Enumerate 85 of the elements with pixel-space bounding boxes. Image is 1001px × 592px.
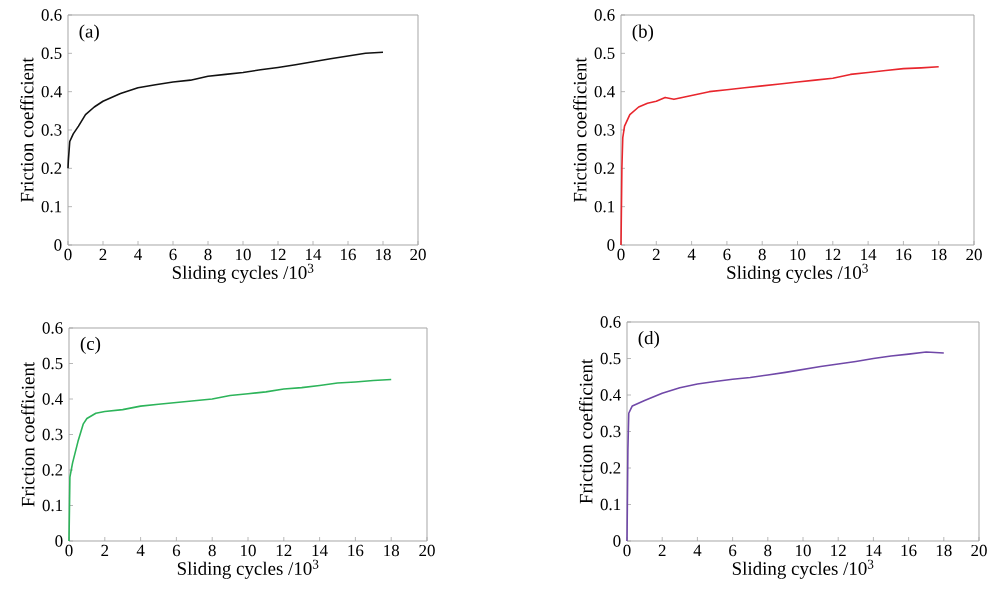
x-tick-label: 8 <box>204 248 212 261</box>
x-tick-label: 2 <box>101 544 109 557</box>
x-tick-label: 4 <box>687 248 696 260</box>
y-axis-title: Friction coefficient <box>572 57 587 203</box>
x-tick-label: 10 <box>241 544 256 557</box>
x-tick-label: 12 <box>825 248 841 261</box>
y-tick-label: 0.1 <box>594 200 615 213</box>
y-tick-label: 0.5 <box>600 352 621 365</box>
x-tick-label: 16 <box>348 544 364 557</box>
x-tick-label: 0 <box>623 544 631 557</box>
line-series <box>68 378 392 542</box>
x-tick-label: 12 <box>831 544 846 557</box>
y-axis-title: Friction coefficient <box>19 57 34 203</box>
x-tick-label: 20 <box>966 248 982 261</box>
y-tick-label: 0.5 <box>42 357 63 370</box>
chart-title: (a) <box>79 24 99 42</box>
x-tick-label: 2 <box>99 248 107 261</box>
y-tick-label: 0.2 <box>594 162 615 175</box>
x-tick-label: 14 <box>306 248 322 261</box>
y-tick-label: 0.4 <box>600 389 621 401</box>
chart-title: (b) <box>632 24 654 42</box>
x-tick-label: 16 <box>341 248 356 261</box>
y-tick-label: 0.6 <box>594 9 615 21</box>
y-axis-title: Friction coefficient <box>20 361 35 507</box>
x-tick-label: 2 <box>652 248 660 261</box>
y-tick-label: 0 <box>55 535 63 547</box>
x-tick-label: 18 <box>376 248 391 261</box>
y-tick-label: 0.5 <box>594 47 615 60</box>
x-tick-label: 8 <box>758 248 766 261</box>
x-axis-title: Sliding cycles /10$^{3}$ <box>177 559 319 579</box>
y-tick-label: 0.1 <box>41 200 62 213</box>
x-tick-label: 20 <box>410 248 426 261</box>
y-tick-label: 0.3 <box>600 425 621 438</box>
y-tick-label: 0.2 <box>600 462 621 474</box>
x-axis-title: Sliding cycles /10$^{3}$ <box>172 263 314 283</box>
y-tick-label: 0.1 <box>600 498 621 511</box>
x-tick-label: 20 <box>419 544 435 557</box>
y-axis-title: Friction coefficient <box>578 358 593 504</box>
x-tick-label: 4 <box>134 248 142 260</box>
x-tick-label: 12 <box>271 248 286 261</box>
x-tick-label: 6 <box>729 544 737 557</box>
x-tick-label: 14 <box>866 544 882 557</box>
x-tick-label: 10 <box>790 248 806 261</box>
x-tick-label: 18 <box>936 544 952 557</box>
x-tick-label: 8 <box>208 544 216 557</box>
y-tick-label: 0 <box>54 239 62 251</box>
y-tick-label: 0 <box>607 239 615 251</box>
x-tick-label: 0 <box>64 248 72 261</box>
x-tick-label: 2 <box>658 544 666 557</box>
line-series <box>620 65 940 246</box>
y-tick-label: 0.5 <box>41 47 62 60</box>
x-tick-label: 16 <box>901 544 917 557</box>
y-tick-label: 0.3 <box>41 124 62 136</box>
x-tick-label: 20 <box>971 544 987 557</box>
x-tick-label: 6 <box>723 248 731 261</box>
y-tick-label: 0.4 <box>41 85 62 98</box>
y-tick-label: 0.6 <box>42 322 63 334</box>
y-tick-label: 0.4 <box>42 393 63 405</box>
chart-title: (d) <box>638 330 659 349</box>
x-tick-label: 6 <box>169 248 177 261</box>
x-axis-title: Sliding cycles /10$^{3}$ <box>727 263 868 283</box>
y-tick-label: 0.6 <box>600 316 621 328</box>
x-tick-label: 18 <box>931 248 947 261</box>
y-tick-label: 0.2 <box>41 162 62 175</box>
x-tick-label: 4 <box>136 544 145 556</box>
y-tick-label: 0 <box>613 535 621 547</box>
x-tick-label: 14 <box>861 248 877 261</box>
y-tick-label: 0.4 <box>594 85 615 98</box>
y-tick-label: 0.3 <box>42 428 63 441</box>
x-tick-label: 10 <box>236 248 251 261</box>
x-tick-label: 6 <box>172 544 181 557</box>
y-tick-label: 0.3 <box>594 124 615 136</box>
y-tick-label: 0.6 <box>41 9 62 21</box>
chart-title: (c) <box>80 336 101 354</box>
x-tick-label: 4 <box>693 544 702 556</box>
x-tick-label: 0 <box>65 544 73 557</box>
x-tick-label: 14 <box>312 544 328 557</box>
x-tick-label: 18 <box>384 544 400 557</box>
y-tick-label: 0.1 <box>42 499 63 512</box>
y-tick-label: 0.2 <box>42 464 63 476</box>
x-tick-label: 8 <box>764 544 772 557</box>
x-tick-label: 10 <box>796 544 811 557</box>
x-tick-label: 12 <box>276 544 292 557</box>
x-axis-title: Sliding cycles /10$^{3}$ <box>732 559 874 579</box>
x-tick-label: 16 <box>896 248 912 261</box>
